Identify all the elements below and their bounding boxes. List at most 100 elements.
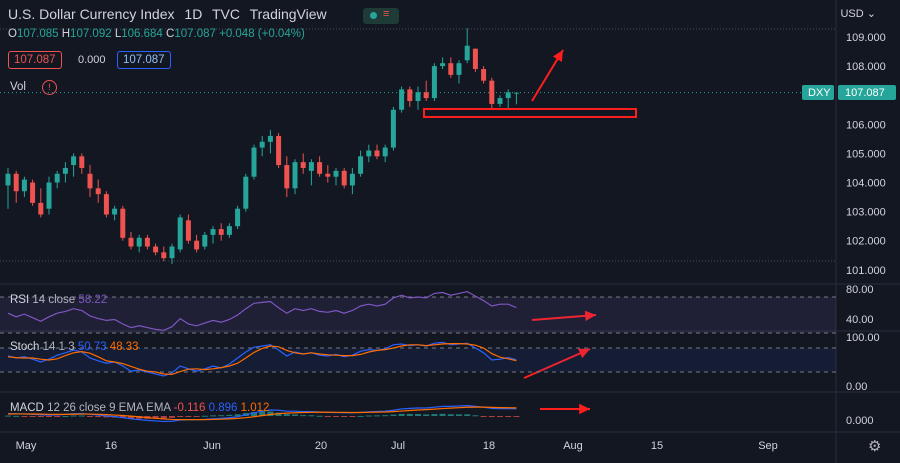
- macd-histogram-bar: [488, 416, 495, 418]
- candle-body: [513, 92, 519, 94]
- candle-body: [71, 156, 77, 166]
- macd-histogram-bar: [5, 415, 11, 417]
- price-tick-label: 105.000: [846, 148, 886, 160]
- symbol-name: U.S. Dollar Currency Index: [8, 6, 175, 22]
- candle-body: [120, 208, 126, 238]
- macd-histogram-bar: [333, 416, 339, 417]
- macd-histogram-bar: [374, 415, 380, 417]
- candle-body: [210, 229, 216, 235]
- price-tick-label: 109.000: [846, 32, 886, 44]
- macd-histogram-bar: [87, 416, 93, 417]
- candle-body: [308, 162, 314, 171]
- market-status-pill[interactable]: ≡: [363, 8, 399, 24]
- chevron-down-icon: ⌄: [866, 8, 876, 20]
- candle-body: [243, 176, 249, 209]
- macd-histogram-bar: [324, 416, 331, 417]
- candle-body: [103, 194, 109, 215]
- macd-histogram-bar: [275, 412, 282, 416]
- close-value: 107.087: [174, 28, 216, 40]
- candle-body: [472, 48, 478, 70]
- macd-params: 12 26 close 9 EMA EMA: [47, 402, 171, 414]
- candle-body: [144, 237, 150, 247]
- up-arrow-price-head: [552, 50, 563, 62]
- macd-legend[interactable]: MACD 12 26 close 9 EMA EMA -0.116 0.896 …: [10, 402, 269, 414]
- candle-body: [440, 63, 446, 67]
- macd-histogram-bar: [365, 415, 372, 417]
- macd-histogram-bar: [513, 416, 520, 417]
- macd-signal-line: [7, 406, 517, 421]
- warning-icon[interactable]: !: [42, 80, 57, 95]
- macd-histogram-bar: [341, 416, 348, 417]
- rsi-legend[interactable]: RSI 14 close 58.22: [10, 294, 107, 306]
- stoch-name: Stoch: [10, 341, 40, 353]
- macd-histogram-bar: [472, 415, 479, 417]
- candle-body: [62, 167, 68, 174]
- macd-histogram-bar: [464, 414, 471, 416]
- rsi-tick-label: 80.00: [846, 284, 874, 296]
- last-price-badge: [838, 85, 896, 100]
- stoch-d-line: [7, 343, 517, 376]
- candle-body: [5, 173, 11, 186]
- candle-body: [399, 89, 405, 110]
- time-axis-label: Jul: [391, 440, 405, 452]
- support-zone-box: [423, 108, 637, 118]
- macd-histogram-bar: [62, 416, 69, 417]
- candle-body: [333, 170, 339, 177]
- macd-histogram-bar: [37, 416, 44, 417]
- macd-histogram-bar: [308, 415, 315, 417]
- macd-tick-label: 0.000: [846, 415, 874, 427]
- macd-histogram-bar: [95, 416, 102, 417]
- currency-menu[interactable]: USD ⌄: [840, 7, 876, 20]
- candle-body: [366, 150, 372, 157]
- candle-body: [431, 66, 437, 99]
- close-label: C: [166, 28, 175, 40]
- high-label: H: [61, 28, 71, 40]
- macd-histogram-bar: [456, 414, 462, 416]
- rsi-line: [7, 290, 517, 331]
- candle-body: [300, 162, 306, 168]
- candle-body: [202, 234, 208, 247]
- interval-label[interactable]: 1D: [184, 6, 203, 22]
- macd-histogram-bar: [169, 416, 175, 418]
- macd-histogram-bar: [292, 414, 298, 416]
- candle-body: [390, 109, 396, 148]
- time-axis-label: 18: [483, 440, 495, 452]
- sell-button[interactable]: 107.087: [8, 51, 62, 69]
- macd-histogram-bar: [480, 416, 487, 417]
- candle-body: [185, 220, 191, 241]
- macd-histogram-bar: [251, 412, 257, 416]
- arrow-rsi-head: [584, 310, 596, 322]
- candle-body: [218, 229, 224, 235]
- macd-histogram-bar: [21, 416, 28, 417]
- buy-button[interactable]: 107.087: [117, 51, 171, 69]
- time-axis-label: 16: [105, 440, 117, 452]
- candle-body: [87, 173, 93, 189]
- macd-histogram-bar: [29, 416, 36, 417]
- volume-legend[interactable]: Vol!: [10, 80, 57, 95]
- rsi-params: 14 close: [32, 294, 76, 306]
- candle-body: [407, 89, 413, 102]
- candle-body: [382, 147, 388, 157]
- time-axis-label: May: [16, 440, 37, 452]
- candle-body: [423, 92, 429, 99]
- macd-histogram-bar: [103, 416, 110, 418]
- symbol-title[interactable]: U.S. Dollar Currency Index 1D TVC Tradin…: [8, 6, 333, 22]
- source-label: TVC: [211, 6, 240, 22]
- candle-body: [153, 246, 159, 253]
- macd-histogram-bar: [210, 415, 216, 417]
- candle-body: [169, 246, 175, 259]
- macd-histogram-bar: [267, 411, 274, 416]
- candle-body: [325, 173, 331, 177]
- macd-line-value: 0.896: [208, 402, 238, 414]
- macd-name: MACD: [10, 402, 44, 414]
- macd-histogram-bar: [415, 414, 421, 416]
- candle-body: [284, 165, 290, 189]
- stoch-legend[interactable]: Stoch 14 1 3 50.73 48.33: [10, 341, 139, 353]
- candle-body: [497, 98, 503, 104]
- candle-body: [481, 69, 487, 81]
- candle-body: [79, 156, 85, 168]
- high-value: 107.092: [70, 28, 112, 40]
- candle-body: [194, 240, 200, 250]
- settings-gear-icon[interactable]: ⚙: [868, 437, 881, 455]
